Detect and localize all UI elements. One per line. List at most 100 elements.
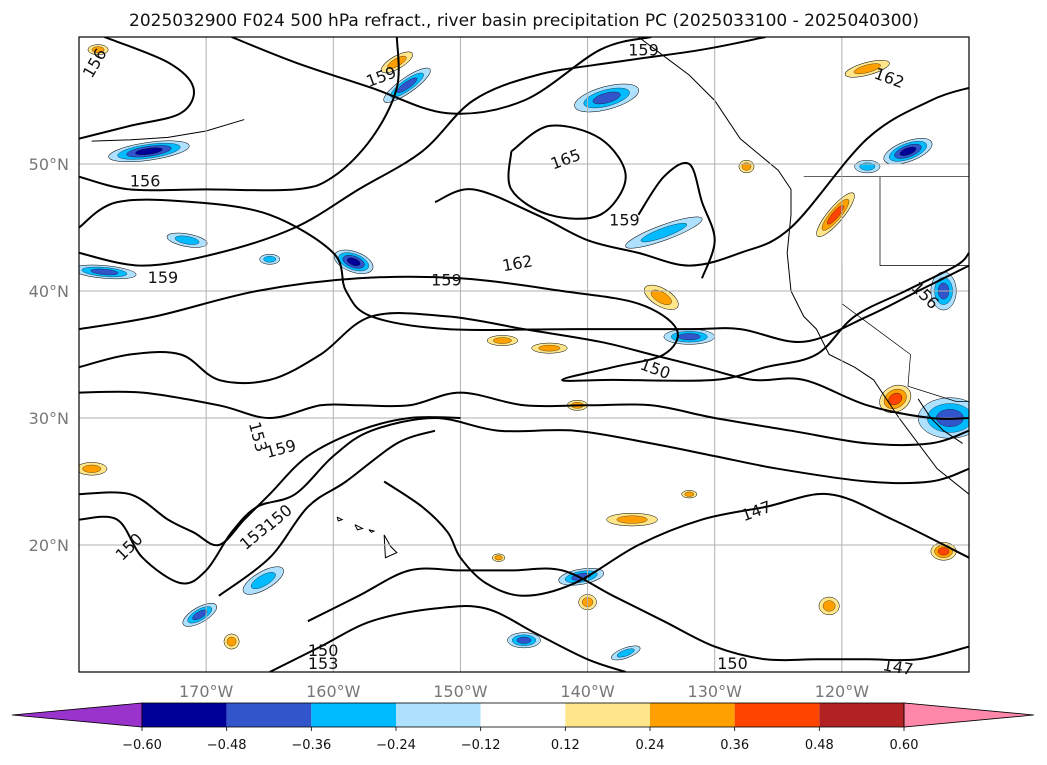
y-tick-label: 20°N [29,536,69,555]
coastline-8 [879,176,969,266]
contour-156 [79,312,969,420]
contour-label: 153 [308,654,339,673]
precip-cell-3-level-3 [899,146,917,156]
contour-150 [79,416,969,585]
contour-153 [79,416,461,547]
contour-153 [79,390,969,446]
colorbar-band [396,703,481,727]
colorbar-band [565,703,650,727]
colorbar: −0.60 −0.48 −0.36 −0.24 −0.12 0.12 0.24 0.36 0.4… [11,702,1035,753]
colorbar-tick-label: 0.24 [636,738,665,753]
colorbar-frame [141,702,905,728]
precip-cell-5-level-3 [347,257,361,266]
precip-cell-29-level-2 [937,547,950,556]
x-tick-label: 120°W [815,682,870,701]
contour-label: 159 [609,211,640,230]
contour-159 [79,37,766,267]
coastline-3 [383,534,398,559]
gridlines [79,37,969,672]
colorbar-band [734,703,820,727]
colorbar-tick-label: −0.24 [376,738,416,753]
colorbar-extend-high [903,702,1035,728]
contour-159 [218,429,436,597]
precip-cell-34-level-1 [494,555,503,561]
precip-cell-16-level-1 [616,648,635,658]
precip-cell-21-level-1 [616,515,648,524]
precip-cell-22-level-1 [853,63,881,75]
precip-cell-14-level-2 [516,636,532,644]
coastline-6 [368,529,376,533]
colorbar-extend-low [11,702,143,728]
colorbar-tick-label: 0.60 [890,738,919,753]
precip-cell-0-level-3 [135,147,163,155]
contour-147 [383,480,969,597]
y-tick-label: 50°N [29,155,69,174]
contour-150 [307,567,969,662]
precip-cell-25-level-1 [741,162,752,171]
x-tick-label: 140°W [560,682,615,701]
x-axis: 170°W 160°W 150°W 140°W 130°W 120°W [179,682,869,701]
contour-label: 150 [308,641,339,660]
precip-cell-2-level-2 [592,91,621,105]
map-frame [78,36,970,673]
map-background [79,37,969,672]
contour-layer [79,37,969,672]
contour-label: 147 [881,655,914,679]
colorbar-tick-label: −0.12 [461,738,501,753]
precip-cell-6-level-2 [90,268,119,276]
coastline-layer [91,37,969,559]
precip-cell-32-level-1 [538,344,561,352]
contour-label: 156 [130,171,161,190]
coastline-0 [638,37,969,495]
x-tick-label: 170°W [179,682,234,701]
colorbar-band [480,703,566,727]
chart-title: 2025032900 F024 500 hPa refract., river … [129,11,919,31]
contour-162 [434,86,969,267]
precip-cell-24-level-1 [82,464,102,473]
precip-cell-26-level-1 [91,46,105,53]
precip-cell-1-level-2 [396,77,418,93]
contour-159 [79,252,969,382]
coastline-5 [336,516,344,522]
contour-153 [269,605,627,672]
colorbar-tick-label: −0.60 [122,738,162,753]
precip-cell-8-level-2 [678,333,701,341]
precip-cell-33-level-1 [493,337,512,344]
precip-cell-15-level-1 [263,256,276,263]
coastline-4 [354,524,364,531]
precip-cell-28-level-1 [822,600,836,612]
colorbar-tick-label: −0.36 [291,738,331,753]
contour-156 [79,37,400,192]
colorbar-tick-label: 0.36 [720,738,749,753]
precip-cell-7-level-1 [174,235,200,245]
contour-156 [79,37,195,140]
colorbar-tick-label: −0.48 [207,738,247,753]
colorbar-band [142,703,227,727]
x-tick-label: 150°W [433,682,488,701]
contour-159 [231,37,652,115]
precip-cell-13-level-2 [192,609,208,620]
precip-cell-4-level-1 [640,223,687,243]
precip-cell-30-level-1 [226,636,237,647]
contour-162 [79,198,969,343]
contour-label: 150 [717,654,748,673]
precip-cell-12-level-1 [251,572,276,589]
colorbar-band [311,703,396,727]
contour-159 [637,161,716,279]
colorbar-band [819,703,904,727]
coastline-10 [907,354,969,402]
precip-cell-17-level-1 [859,162,876,171]
x-tick-label: 130°W [688,682,743,701]
contour-165 [507,124,627,220]
contour-label: 159 [628,40,659,59]
y-axis: 50°N 40°N 30°N 20°N [29,155,69,555]
x-tick-label: 160°W [306,682,361,701]
coastline-2 [91,119,245,142]
precip-cell-20-level-1 [650,289,672,305]
precip-cell-35-level-1 [684,491,695,497]
colorbar-band [650,703,735,727]
precip-cell-18-level-2 [827,205,844,225]
contour-label: 159 [431,270,462,289]
